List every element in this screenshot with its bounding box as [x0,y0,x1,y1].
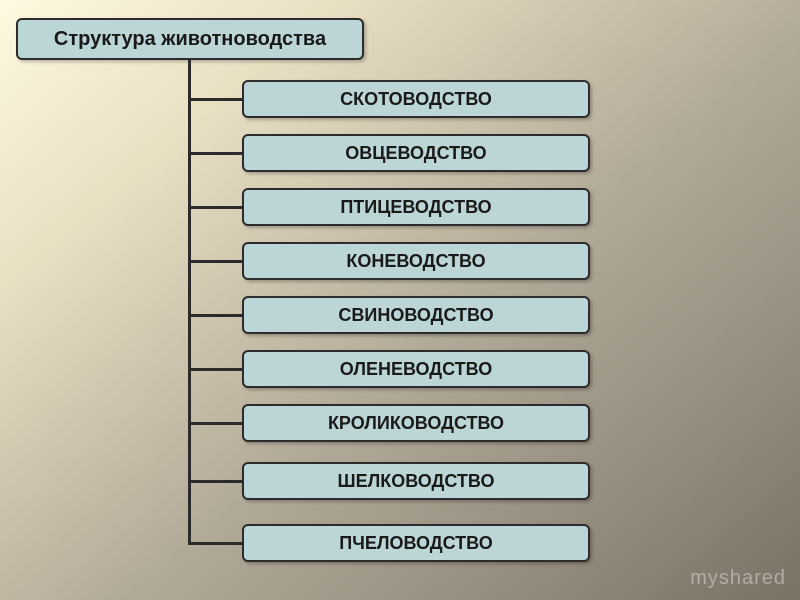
tree-branch [188,206,242,209]
tree-branch [188,368,242,371]
tree-trunk [188,60,191,545]
tree-leaf: ПЧЕЛОВОДСТВО [242,524,590,562]
tree-leaf: СКОТОВОДСТВО [242,80,590,118]
tree-leaf-label: КОНЕВОДСТВО [346,251,485,272]
tree-leaf-label: ОЛЕНЕВОДСТВО [340,359,492,380]
tree-leaf-label: КРОЛИКОВОДСТВО [328,413,504,434]
tree-branch [188,314,242,317]
tree-branch [188,480,242,483]
tree-leaf: ПТИЦЕВОДСТВО [242,188,590,226]
tree-leaf-label: ПТИЦЕВОДСТВО [340,197,491,218]
tree-leaf-label: ШЕЛКОВОДСТВО [338,471,495,492]
tree-leaf: СВИНОВОДСТВО [242,296,590,334]
root-label: Структура животноводства [54,28,326,51]
watermark: myshared [690,567,786,590]
tree-leaf: КОНЕВОДСТВО [242,242,590,280]
tree-branch [188,542,242,545]
tree-branch [188,260,242,263]
tree-leaf: ОЛЕНЕВОДСТВО [242,350,590,388]
tree-leaf: КРОЛИКОВОДСТВО [242,404,590,442]
tree-branch [188,422,242,425]
root-node: Структура животноводства [16,18,364,60]
tree-leaf-label: ПЧЕЛОВОДСТВО [339,533,492,554]
tree-leaf-label: СКОТОВОДСТВО [340,89,492,110]
tree-leaf: ОВЦЕВОДСТВО [242,134,590,172]
tree-leaf-label: ОВЦЕВОДСТВО [345,143,486,164]
tree-branch [188,152,242,155]
tree-branch [188,98,242,101]
tree-leaf: ШЕЛКОВОДСТВО [242,462,590,500]
tree-leaf-label: СВИНОВОДСТВО [338,305,493,326]
